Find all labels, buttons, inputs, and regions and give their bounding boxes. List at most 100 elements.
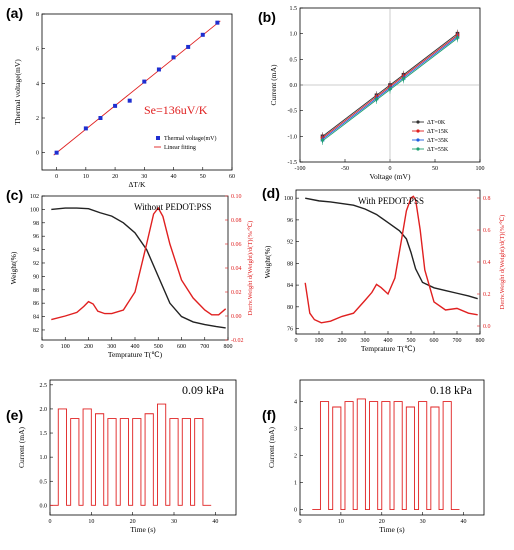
- x-tick-label: 200: [84, 344, 93, 350]
- x-tick-label: 40: [461, 519, 467, 525]
- plot-frame: [299, 379, 485, 516]
- data-point: [113, 103, 118, 108]
- x-tick-label: -50: [341, 166, 349, 172]
- y-tick-label: 0.0: [290, 83, 298, 89]
- y-tick-label: 98: [33, 221, 39, 227]
- x-tick-label: 500: [407, 338, 416, 344]
- legend-marker: [416, 147, 420, 151]
- x-tick-label: 0: [299, 519, 302, 525]
- y-tick-label: 1.0: [40, 455, 48, 461]
- x-tick-label: 600: [177, 344, 186, 350]
- x-tick-label: 0: [389, 166, 392, 172]
- y-tick-label: 4: [294, 400, 297, 406]
- data-point: [156, 67, 161, 72]
- legend-marker: [156, 136, 160, 140]
- x-tick-label: 40: [171, 174, 177, 180]
- x-tick-label: 300: [107, 344, 116, 350]
- y-tick-label: 92: [287, 240, 293, 246]
- panel-c: (c) 0 100 200 300 400 500 600 700 800 82 84 86 88 90 92…: [6, 187, 254, 359]
- y2-tick-label: 0.6: [483, 228, 491, 234]
- panel-e: (e) 0 10 20 30 40 0.0 0.5 1.0 1.5 2.0 2.5 Time (s) Cu…: [6, 379, 237, 534]
- y-tick-label: 102: [30, 194, 39, 200]
- data-point: [186, 44, 191, 49]
- x-tick-label: 300: [361, 338, 370, 344]
- x-tick-label: 20: [130, 519, 136, 525]
- x-tick-label: 0: [55, 174, 58, 180]
- legend-marker: [416, 129, 420, 133]
- x-tick-label: 100: [315, 338, 324, 344]
- y-tick-label: -0.5: [288, 109, 298, 115]
- y-tick-label: 1.5: [290, 6, 298, 12]
- current-pulse-trace: [312, 398, 460, 511]
- x-tick-label: 10: [88, 519, 94, 525]
- panel-label: (c): [6, 187, 23, 203]
- data-point: [320, 139, 325, 144]
- data-point: [171, 55, 176, 60]
- y2-tick-label: 0.8: [483, 196, 491, 202]
- legend-marker: [416, 120, 420, 124]
- y-axis-label: Weight(%): [263, 245, 272, 278]
- y-tick-label: 0.5: [40, 479, 48, 485]
- y-tick-label: 100: [30, 207, 39, 213]
- y-tick-label: 84: [33, 315, 39, 321]
- panel-label: (d): [262, 185, 280, 201]
- y-axis-label: Thermal voltage(mV): [13, 59, 22, 125]
- data-point: [83, 126, 88, 131]
- y2-tick-label: 0.10: [231, 194, 242, 200]
- x-tick-label: 10: [338, 519, 344, 525]
- legend-entry: Thermal voltage(mV): [164, 135, 216, 142]
- y2-tick-label: -0.02: [231, 338, 244, 344]
- linear-fit-line: [53, 20, 221, 156]
- x-tick-label: 20: [112, 174, 118, 180]
- y-tick-label: 88: [287, 261, 293, 267]
- x-tick-label: 400: [131, 344, 140, 350]
- x-tick-label: 200: [338, 338, 347, 344]
- data-point: [54, 150, 59, 155]
- y-tick-label: -1.0: [288, 134, 298, 140]
- x-tick-label: -100: [295, 166, 306, 172]
- x-tick-label: 60: [229, 174, 235, 180]
- y2-tick-label: 0.06: [231, 242, 242, 248]
- x-tick-label: 700: [200, 344, 209, 350]
- x-tick-label: 10: [83, 174, 89, 180]
- legend-marker: [416, 138, 420, 142]
- x-tick-label: 800: [224, 344, 233, 350]
- chart-title: Without PEDOT:PSS: [134, 202, 211, 212]
- y2-tick-label: 0.04: [231, 266, 242, 272]
- x-tick-label: 400: [384, 338, 393, 344]
- y2-axis-label: Deriv.Weight d(Weight)/d(T)(%/℃): [247, 221, 254, 316]
- panel-label: (a): [6, 5, 23, 21]
- current-pulse-trace: [50, 403, 212, 506]
- panel-label: (b): [258, 9, 276, 25]
- derivative-curve: [304, 195, 478, 324]
- x-axis-label: Time (s): [130, 525, 156, 534]
- y-tick-label: 4: [36, 81, 39, 87]
- panel-b: (b) -100 -50 0 50 100 -1.5 -1.0 -0.5 0.0 0.5 1.0 1.5…: [258, 6, 485, 181]
- y-axis-label: Current (mA): [267, 426, 276, 468]
- x-tick-label: 20: [379, 519, 385, 525]
- y-tick-label: 96: [287, 218, 293, 224]
- x-tick-label: 800: [476, 338, 485, 344]
- y-axis-label: Weight(%): [9, 251, 18, 284]
- y-tick-label: 2.5: [40, 383, 48, 389]
- x-tick-label: 100: [476, 166, 485, 172]
- y-tick-label: 76: [287, 327, 293, 333]
- x-tick-label: 700: [453, 338, 462, 344]
- weight-curve: [305, 197, 478, 300]
- data-point: [215, 20, 220, 25]
- data-point: [98, 116, 103, 120]
- y-tick-label: 92: [33, 261, 39, 267]
- y-tick-label: 100: [284, 196, 293, 202]
- y-tick-label: 0.0: [40, 503, 48, 509]
- y-axis-label: Current (mA): [17, 426, 26, 468]
- x-axis-label: Temprature T(℃): [108, 350, 163, 359]
- x-axis-label: ΔT/K: [129, 180, 146, 189]
- y2-tick-label: 0.0: [483, 324, 491, 330]
- y-tick-label: 90: [33, 274, 39, 280]
- y2-tick-label: 0.2: [483, 292, 491, 298]
- plot-frame: [41, 195, 229, 341]
- y2-axis-label: Deriv.Weight d(Weight)/d(T)(%/℃): [499, 215, 506, 310]
- panel-a: (a) 0 10 20 30 40 50 60 0 2 4 6 8 ΔT/K Thermal voltage…: [6, 5, 235, 189]
- y-tick-label: 3: [294, 427, 297, 433]
- x-axis-label: Temprature T(℃): [361, 344, 416, 353]
